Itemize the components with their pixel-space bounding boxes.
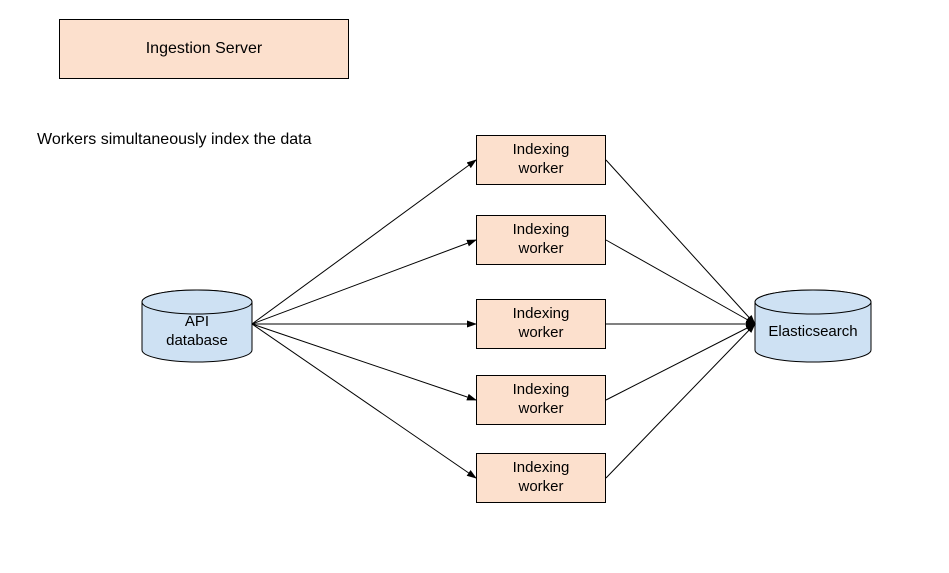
indexing-worker-box: Indexingworker — [476, 453, 606, 503]
arrows-layer — [0, 0, 949, 573]
diagram-caption: Workers simultaneously index the data — [37, 131, 312, 149]
indexing-worker-box: Indexingworker — [476, 375, 606, 425]
indexing-worker-box: Indexingworker — [476, 135, 606, 185]
elasticsearch-node — [754, 289, 872, 363]
api-database-node — [141, 289, 253, 363]
ingestion-server-box: Ingestion Server — [59, 19, 349, 79]
indexing-worker-box: Indexingworker — [476, 215, 606, 265]
indexing-worker-box: Indexingworker — [476, 299, 606, 349]
ingestion-server-label: Ingestion Server — [146, 39, 263, 59]
caption-text: Workers simultaneously index the data — [37, 131, 312, 148]
